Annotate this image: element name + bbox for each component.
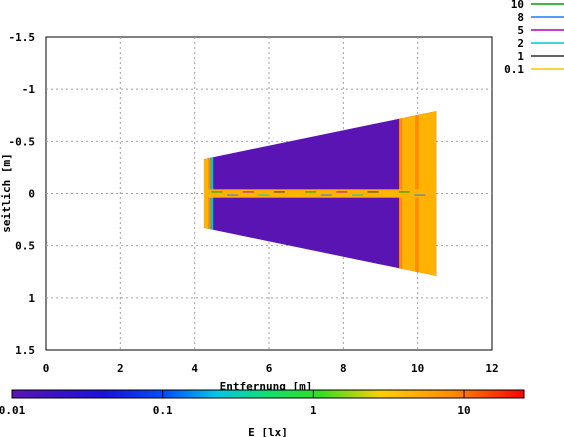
y-tick-label: -1.5 <box>9 31 36 44</box>
legend-label: 2 <box>517 37 524 50</box>
y-tick-label: 0.5 <box>15 240 35 253</box>
colorbar-ticks: 0.01 0.1 1 10 <box>0 390 471 417</box>
y-axis-label: seitlich [m] <box>0 153 13 232</box>
y-tick-labels: -1.5 -1 -0.5 0 0.5 1 1.5 <box>9 31 36 357</box>
x-tick-label: 2 <box>117 362 124 375</box>
legend-label: 1 <box>517 50 524 63</box>
colorbar-tick-label: 10 <box>457 404 470 417</box>
x-tick-labels: 0 2 4 6 8 10 12 <box>43 362 499 375</box>
center-strip <box>203 189 437 198</box>
x-tick-label: 0 <box>43 362 50 375</box>
legend-label: 10 <box>511 0 524 11</box>
x-tick-label: 12 <box>485 362 498 375</box>
y-tick-label: -1 <box>22 83 36 96</box>
colorbar-tick-label: 1 <box>310 404 317 417</box>
y-tick-label: 1.5 <box>15 344 35 357</box>
y-tick-label: -0.5 <box>9 135 36 148</box>
y-tick-label: 0 <box>28 188 35 201</box>
colorbar-tick-label: 0.01 <box>0 404 26 417</box>
x-tick-label: 10 <box>411 362 424 375</box>
colorbar-tick-label: 0.1 <box>153 404 173 417</box>
x-tick-label: 6 <box>266 362 273 375</box>
x-tick-label: 4 <box>191 362 198 375</box>
legend-label: 5 <box>517 24 524 37</box>
legend-label: 0.1 <box>504 63 524 76</box>
colorbar <box>11 389 525 399</box>
illuminance-map <box>203 111 437 276</box>
y-tick-label: 1 <box>28 292 35 305</box>
legend-label: 8 <box>517 11 524 24</box>
colorbar-label: E [lx] <box>248 426 288 437</box>
x-tick-label: 8 <box>340 362 347 375</box>
